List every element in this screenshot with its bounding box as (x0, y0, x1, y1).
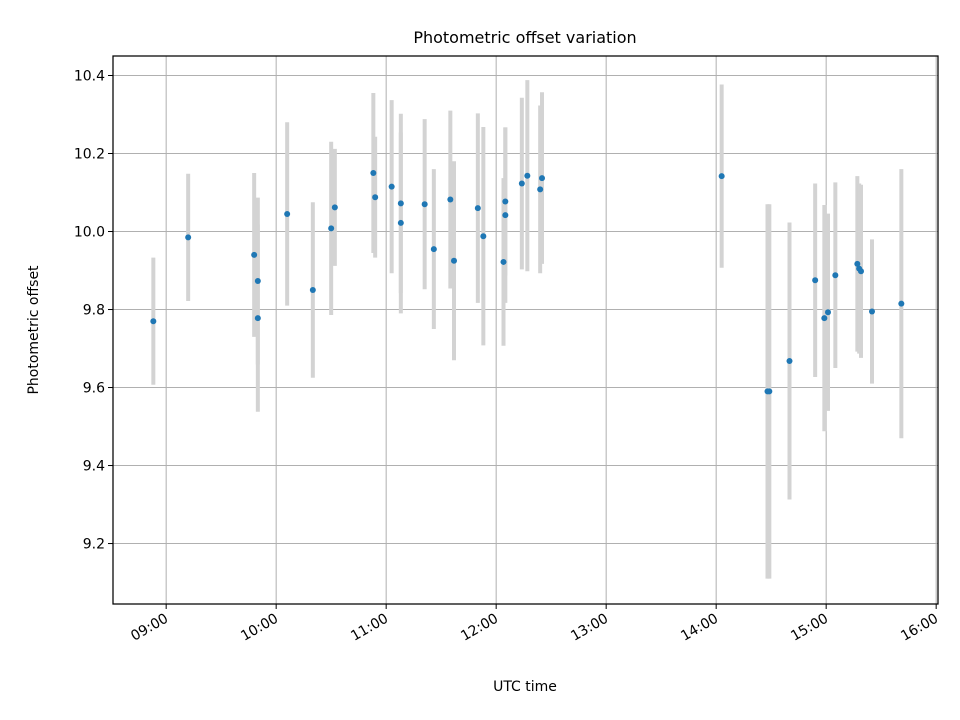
data-point (370, 170, 377, 177)
y-axis-ticks: 9.2 9.4 9.6 9.8 10.0 10.2 10.4 (74, 69, 113, 553)
data-point (524, 172, 531, 179)
y-tick-label: 9.6 (83, 381, 105, 397)
y-tick-label: 10.0 (74, 225, 105, 241)
data-point (447, 196, 454, 203)
data-point (786, 358, 793, 365)
data-point (397, 200, 404, 207)
data-point (898, 300, 905, 307)
data-point (500, 258, 507, 265)
data-point (858, 268, 864, 275)
data-points (150, 170, 905, 395)
data-point (150, 318, 157, 325)
data-point (372, 194, 379, 201)
data-point (309, 287, 316, 294)
data-point (421, 201, 428, 208)
data-point (869, 308, 875, 315)
plot-frame (112, 55, 939, 605)
data-point (854, 260, 861, 267)
data-point (537, 186, 544, 193)
data-point (474, 205, 481, 212)
data-point (518, 180, 525, 187)
data-point (254, 278, 261, 285)
data-point (480, 233, 487, 240)
y-tick-label: 9.2 (83, 537, 105, 553)
data-point (397, 219, 404, 226)
y-tick-label: 10.2 (74, 147, 105, 163)
data-point (284, 210, 291, 217)
data-point (451, 257, 457, 264)
data-point (766, 388, 773, 395)
data-point (539, 175, 545, 182)
data-point (331, 204, 338, 211)
y-tick-label: 9.4 (83, 459, 105, 475)
data-point (430, 246, 437, 253)
y-axis-label: Photometric offset (26, 265, 42, 395)
data-point (825, 309, 831, 316)
data-point (388, 183, 395, 190)
chart-title: Photometric offset variation (413, 28, 636, 47)
data-point (254, 315, 261, 322)
data-point (718, 173, 725, 180)
data-point (502, 198, 509, 205)
data-point (502, 212, 509, 219)
data-point (832, 272, 839, 279)
data-point (328, 225, 335, 232)
y-tick-label: 9.8 (83, 303, 105, 319)
y-tick-label: 10.4 (74, 69, 105, 85)
data-point (812, 277, 819, 284)
data-point (821, 315, 828, 322)
data-point (251, 251, 258, 258)
data-point (185, 234, 192, 241)
x-axis-label: UTC time (493, 679, 557, 695)
